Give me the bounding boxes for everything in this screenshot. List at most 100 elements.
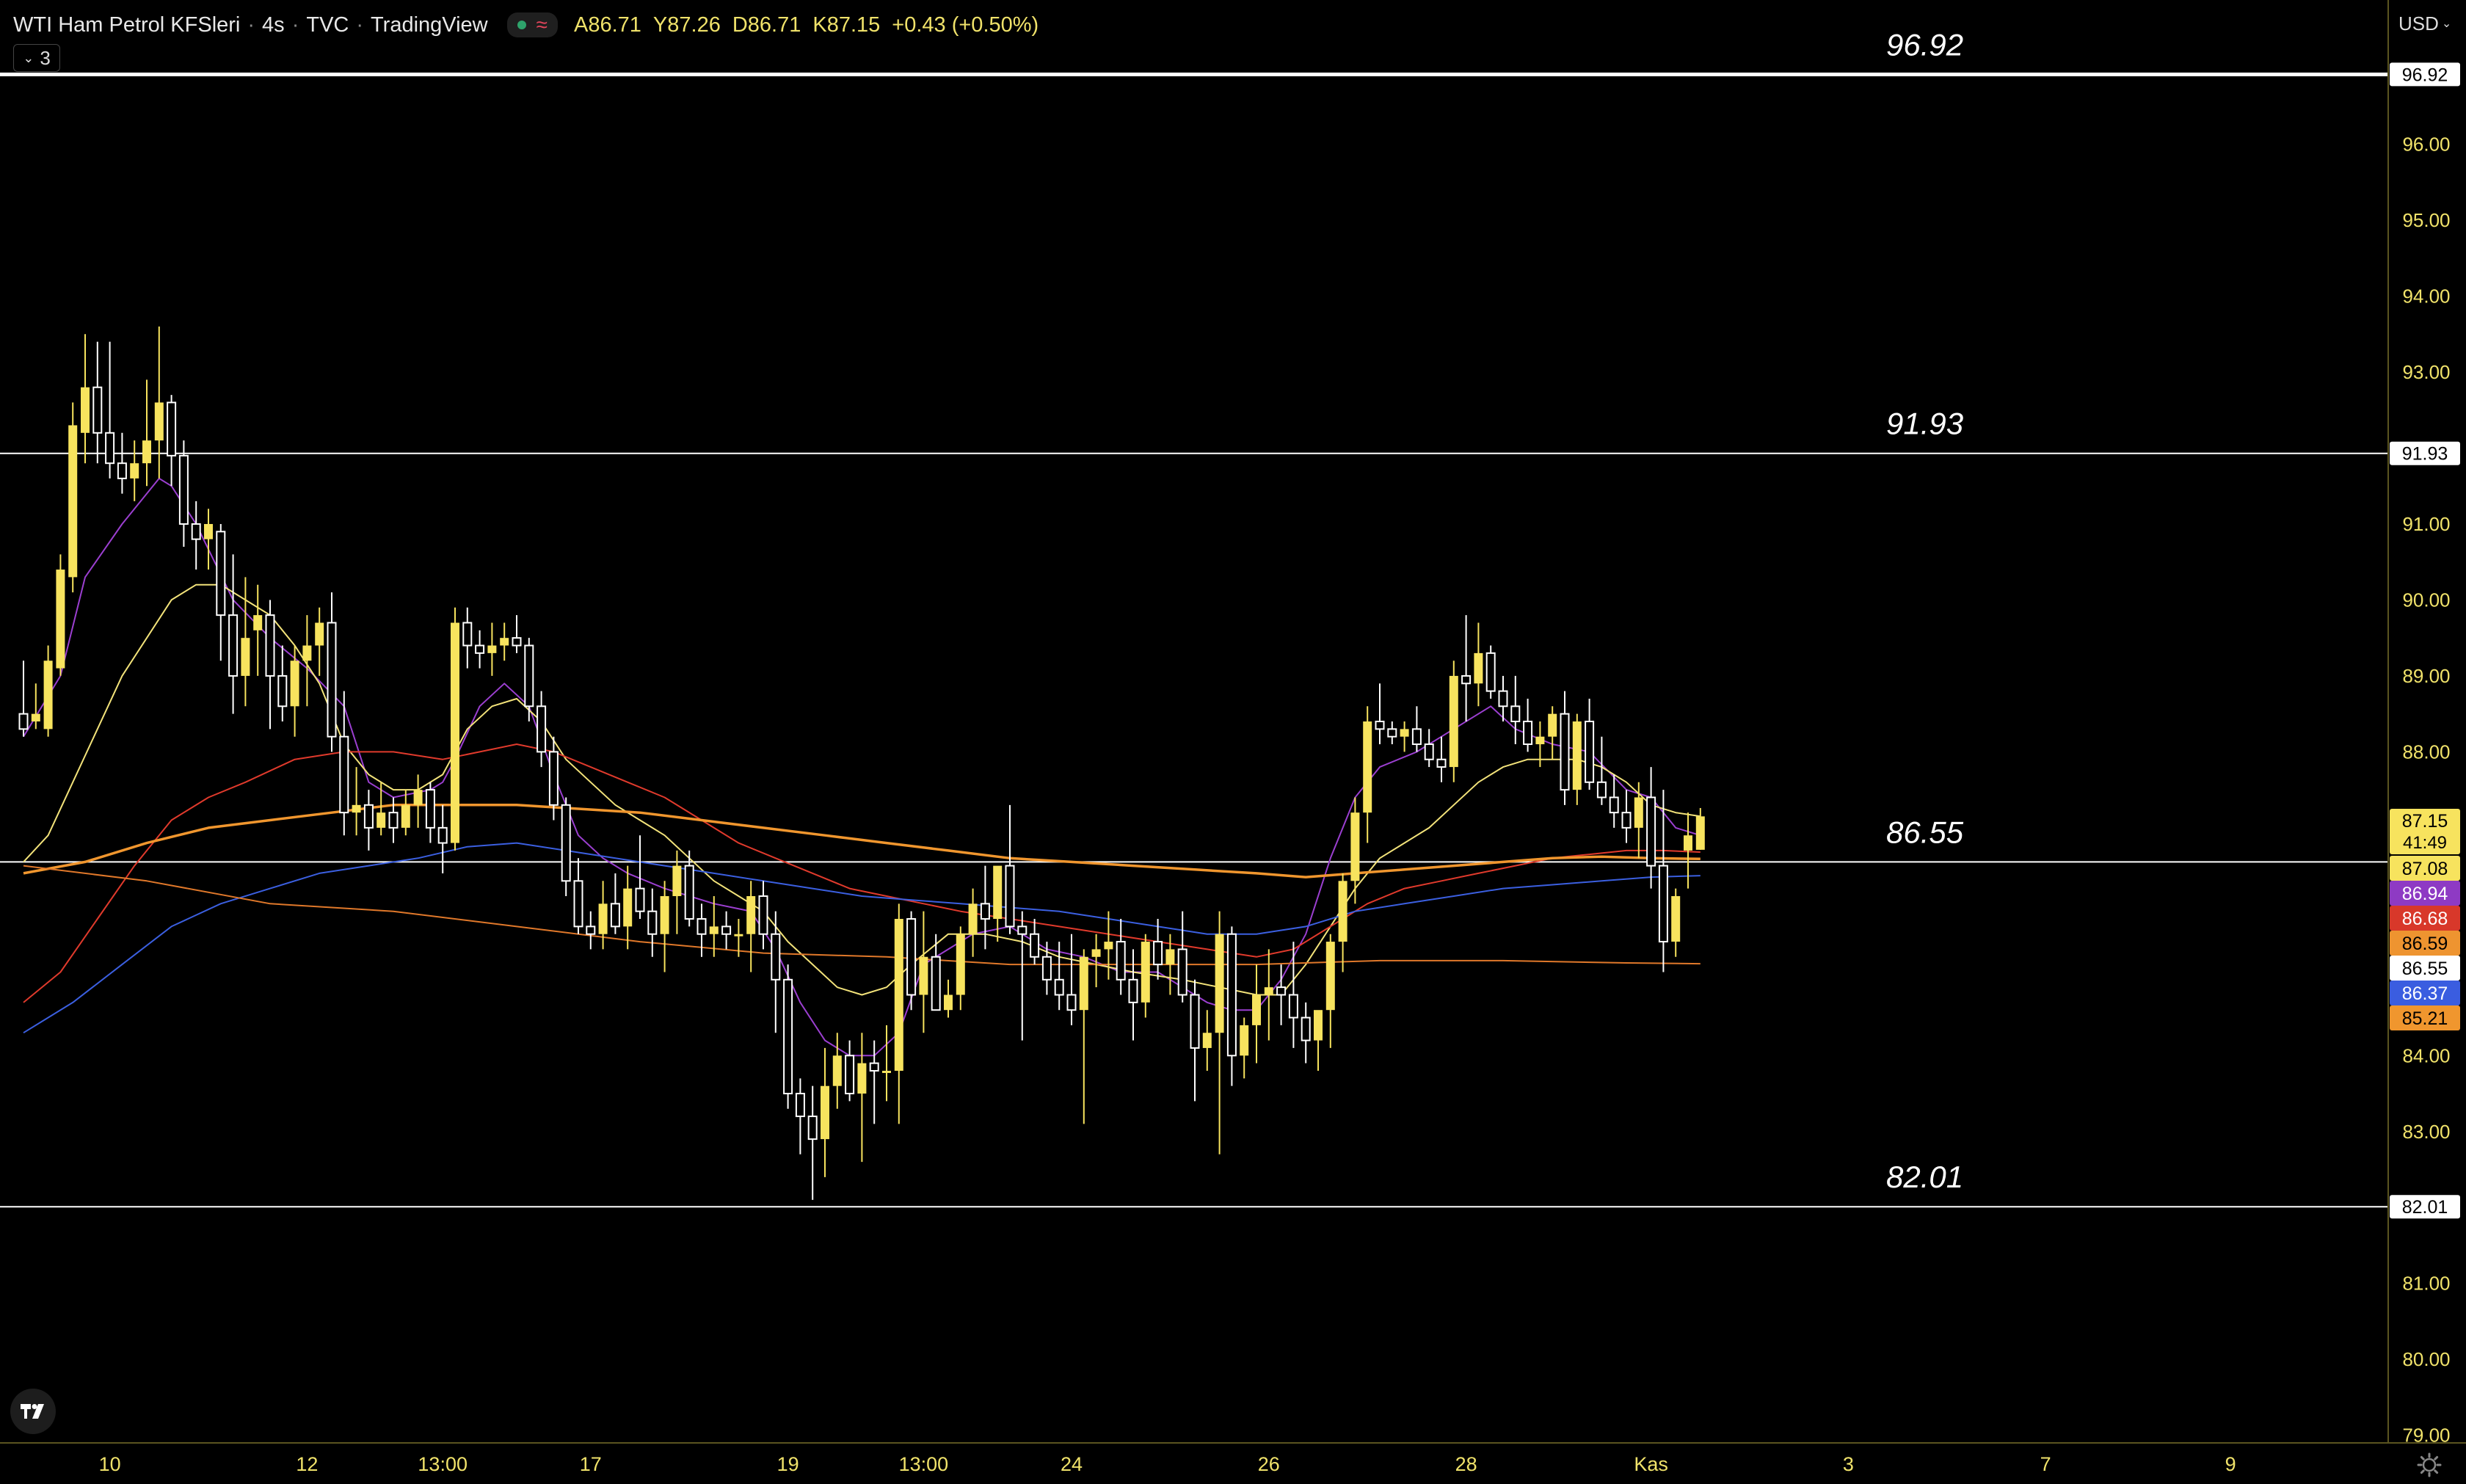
candle-body bbox=[43, 661, 53, 730]
candle-body bbox=[1079, 956, 1088, 1011]
candle bbox=[1485, 645, 1496, 699]
candle-body bbox=[500, 638, 509, 646]
symbol-name[interactable]: WTI Ham Petrol KFSleri bbox=[13, 12, 241, 37]
candle-body bbox=[1116, 941, 1126, 981]
candle-body bbox=[548, 751, 559, 806]
candle-body bbox=[302, 645, 312, 661]
candle-body bbox=[537, 705, 547, 753]
candle bbox=[1596, 736, 1607, 805]
candle bbox=[944, 979, 953, 1018]
candle bbox=[1548, 706, 1557, 760]
candle bbox=[709, 895, 719, 957]
candle bbox=[1141, 934, 1150, 1018]
candle-body bbox=[56, 570, 65, 669]
candle-body bbox=[1264, 987, 1273, 995]
candle-body bbox=[475, 644, 485, 654]
time-axis[interactable]: 10 12 13:00 17 19 13:00 24 26 28 Kas 3 7 9 bbox=[99, 1453, 2236, 1475]
candle-body bbox=[1202, 1033, 1212, 1048]
candle bbox=[857, 1033, 867, 1163]
candle bbox=[1375, 683, 1385, 745]
candle-body bbox=[968, 903, 978, 934]
price-badge-bg bbox=[2390, 956, 2460, 981]
candle bbox=[18, 661, 29, 737]
price-badge-label: 96.92 bbox=[2402, 65, 2448, 85]
candle bbox=[1436, 736, 1447, 782]
ohlc-high: Y87.26 bbox=[652, 12, 721, 37]
market-open-dot-icon bbox=[517, 21, 526, 29]
candle bbox=[721, 911, 732, 950]
candle bbox=[1572, 713, 1582, 805]
time-tick-label: 28 bbox=[1455, 1453, 1477, 1475]
price-tick-label: 94.00 bbox=[2402, 285, 2450, 308]
candle bbox=[1658, 790, 1668, 972]
candle-body bbox=[931, 956, 941, 1011]
market-status-pill[interactable]: ≈ bbox=[506, 12, 558, 37]
price-tick-label: 95.00 bbox=[2402, 209, 2450, 231]
candle bbox=[451, 607, 459, 851]
price-axis[interactable]: 96.00 95.00 94.00 93.00 91.00 90.00 89.00 88.00… bbox=[2402, 134, 2450, 1447]
horizontal-level-label: 91.93 bbox=[1886, 407, 1963, 441]
candle-body bbox=[1411, 728, 1422, 746]
price-badge-label: 85.21 bbox=[2402, 1008, 2448, 1029]
time-tick-label: 24 bbox=[1061, 1453, 1083, 1475]
candle bbox=[1079, 949, 1088, 1124]
candle-body bbox=[68, 425, 78, 578]
candle-body bbox=[1510, 705, 1521, 722]
indicators-toggle-button[interactable]: ⌄ 3 bbox=[13, 44, 60, 72]
interval-label[interactable]: 4s bbox=[262, 12, 285, 37]
horizontal-level-label: 82.01 bbox=[1886, 1160, 1963, 1194]
candle bbox=[906, 911, 917, 1011]
candle-body bbox=[1436, 758, 1447, 768]
gear-icon[interactable] bbox=[2415, 1450, 2444, 1480]
candle bbox=[265, 600, 275, 730]
candle bbox=[487, 622, 497, 676]
candle bbox=[696, 903, 707, 957]
price-tick-label: 79.00 bbox=[2402, 1425, 2450, 1447]
candle-body bbox=[598, 903, 608, 934]
candle bbox=[68, 402, 78, 593]
candle-body bbox=[906, 918, 917, 996]
tradingview-logo-icon[interactable] bbox=[10, 1389, 56, 1434]
candle-body bbox=[1695, 816, 1705, 850]
candle bbox=[882, 1025, 891, 1102]
candle-body bbox=[1523, 721, 1533, 746]
candle-body bbox=[1363, 721, 1372, 813]
candle-body bbox=[1572, 721, 1582, 790]
currency-selector[interactable]: USD ⌄ bbox=[2398, 9, 2451, 38]
candle-body bbox=[204, 523, 213, 539]
time-tick-label: 3 bbox=[1843, 1453, 1854, 1475]
time-tick-label: 13:00 bbox=[418, 1453, 468, 1475]
time-tick-label: 12 bbox=[296, 1453, 318, 1475]
candle bbox=[869, 1040, 879, 1124]
candle bbox=[105, 341, 115, 479]
candle bbox=[524, 638, 534, 721]
candle-body bbox=[721, 925, 732, 935]
candle bbox=[758, 881, 768, 950]
indicator-count: 3 bbox=[40, 46, 51, 69]
candle bbox=[1066, 934, 1077, 1025]
ohlc-low: D86.71 bbox=[732, 12, 801, 37]
candle-body bbox=[413, 790, 423, 805]
candle-body bbox=[1054, 978, 1064, 996]
price-tick-label: 91.00 bbox=[2402, 513, 2450, 535]
candle bbox=[204, 509, 213, 570]
price-tick-label: 84.00 bbox=[2402, 1044, 2450, 1066]
candle-body bbox=[241, 638, 250, 676]
time-tick-label: 7 bbox=[2040, 1453, 2051, 1475]
candle-body bbox=[1338, 881, 1347, 942]
candle-body bbox=[512, 637, 522, 647]
candle-body bbox=[142, 440, 151, 464]
candle-body bbox=[377, 812, 386, 828]
candle-body bbox=[1041, 956, 1052, 981]
candle-body bbox=[117, 462, 127, 479]
candle-body bbox=[191, 523, 201, 540]
candle bbox=[1005, 804, 1015, 934]
candle-body bbox=[277, 674, 288, 708]
candle bbox=[339, 691, 349, 836]
candle-body bbox=[623, 888, 633, 927]
candle bbox=[1400, 721, 1409, 752]
candle bbox=[1387, 721, 1397, 745]
candle bbox=[919, 911, 928, 1033]
